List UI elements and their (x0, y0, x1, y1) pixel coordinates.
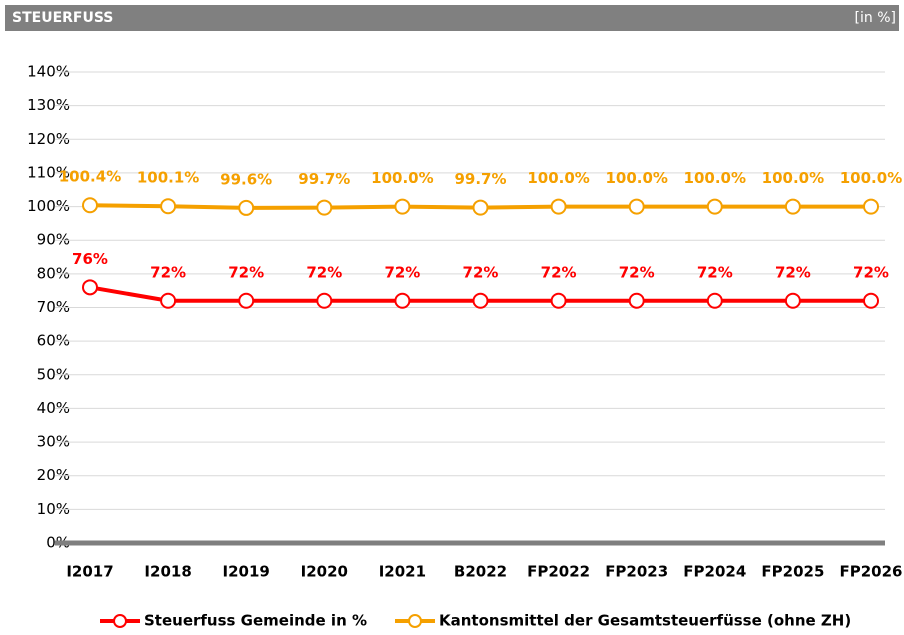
marker (316, 292, 333, 309)
marker (160, 292, 177, 309)
marker (863, 292, 879, 309)
y-tick-label: 10% (37, 500, 70, 518)
y-tick-label: 120% (27, 130, 70, 148)
data-label: 72% (150, 263, 186, 281)
data-label: 100.0% (527, 169, 589, 187)
x-tick-label: FP2025 (761, 563, 824, 581)
y-tick-label: 100% (27, 197, 70, 215)
data-label: 76% (72, 250, 108, 268)
marker (550, 198, 567, 215)
marker (472, 292, 489, 309)
x-tick-label: FP2026 (840, 563, 903, 581)
data-label: 72% (463, 263, 499, 281)
data-label: 99.7% (454, 170, 506, 188)
x-tick-label: FP2022 (527, 563, 590, 581)
y-tick-label: 130% (27, 96, 70, 114)
marker (316, 199, 333, 216)
legend-marker (113, 614, 127, 628)
marker (160, 198, 177, 215)
x-tick-label: B2022 (454, 563, 507, 581)
marker (82, 279, 98, 296)
data-label: 72% (775, 263, 811, 281)
y-tick-label: 60% (37, 332, 70, 350)
data-label: 99.6% (220, 170, 272, 188)
data-label: 100.0% (762, 169, 824, 187)
data-label: 72% (697, 263, 733, 281)
data-label: 72% (306, 263, 342, 281)
marker (82, 197, 98, 214)
chart-title: STEUERFUSS (12, 10, 113, 26)
x-tick-label: I2017 (66, 563, 113, 581)
data-label: 100.0% (684, 169, 746, 187)
x-tick-label: I2018 (144, 563, 191, 581)
marker (394, 292, 411, 309)
x-tick-label: I2021 (379, 563, 426, 581)
data-label: 100.0% (840, 169, 902, 187)
marker (628, 198, 645, 215)
marker (863, 198, 879, 215)
data-label: 72% (619, 263, 655, 281)
y-tick-label: 140% (27, 63, 70, 81)
data-label: 72% (853, 263, 889, 281)
y-tick-label: 40% (37, 399, 70, 417)
legend-label: Kantonsmittel der Gesamtsteuerfüsse (ohn… (439, 612, 851, 630)
marker (238, 292, 255, 309)
marker (784, 198, 801, 215)
y-tick-label: 50% (37, 365, 70, 383)
marker (550, 292, 567, 309)
y-tick-label: 30% (37, 433, 70, 451)
y-tick-label: 20% (37, 466, 70, 484)
marker (706, 292, 723, 309)
data-label: 72% (228, 263, 264, 281)
y-tick-label: 90% (37, 231, 70, 249)
y-tick-label: 70% (37, 298, 70, 316)
marker (706, 198, 723, 215)
x-tick-label: I2020 (301, 563, 348, 581)
y-tick-label: 110% (27, 163, 70, 181)
marker (784, 292, 801, 309)
data-label: 100.1% (137, 169, 199, 187)
marker (394, 198, 411, 215)
legend-marker (408, 614, 422, 628)
x-tick-label: FP2023 (605, 563, 668, 581)
legend-label: Steuerfuss Gemeinde in % (144, 612, 367, 630)
y-tick-label: 80% (37, 264, 70, 282)
marker (472, 199, 489, 216)
data-label: 72% (384, 263, 420, 281)
x-tick-label: FP2024 (683, 563, 746, 581)
header-bar (5, 5, 899, 31)
data-label: 100.4% (59, 168, 121, 186)
data-label: 99.7% (298, 170, 350, 188)
marker (628, 292, 645, 309)
marker (238, 199, 255, 216)
data-label: 72% (541, 263, 577, 281)
unit-label: [in %] (855, 10, 896, 26)
data-label: 100.0% (371, 169, 433, 187)
data-label: 100.0% (605, 169, 667, 187)
x-tick-label: I2019 (223, 563, 270, 581)
